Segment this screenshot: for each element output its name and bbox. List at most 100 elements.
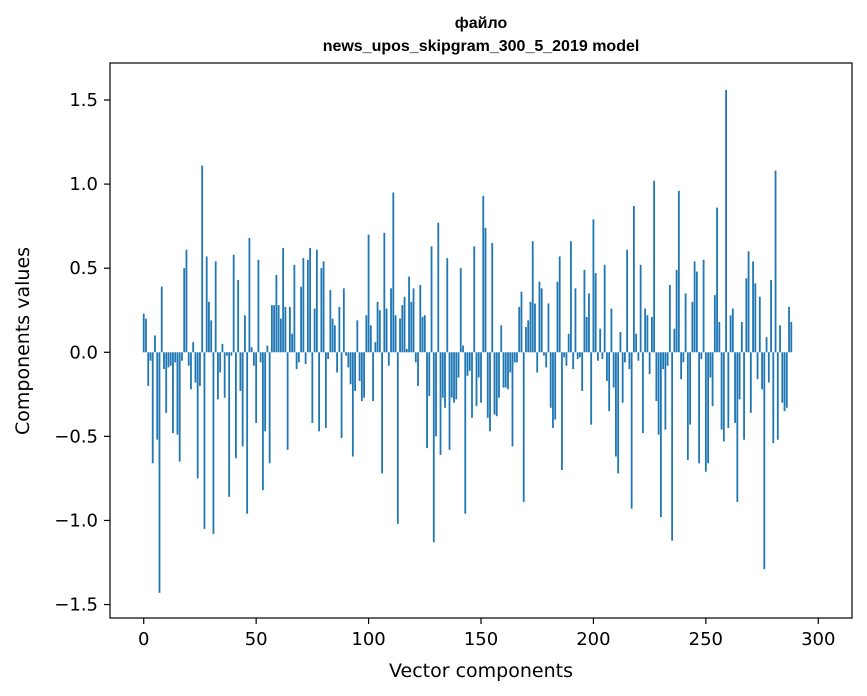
bar-22 bbox=[192, 342, 195, 353]
bar-227 bbox=[653, 180, 656, 353]
bar-77 bbox=[315, 249, 318, 353]
bar-85 bbox=[333, 325, 336, 353]
bar-70 bbox=[300, 286, 303, 353]
bar-188 bbox=[565, 352, 568, 366]
bar-104 bbox=[376, 301, 379, 353]
bar-158 bbox=[498, 352, 500, 398]
bar-119 bbox=[410, 301, 413, 353]
bar-220 bbox=[637, 352, 640, 361]
bar-159 bbox=[500, 325, 503, 353]
bar-216 bbox=[628, 352, 631, 370]
bar-169 bbox=[522, 352, 525, 502]
bar-202 bbox=[597, 352, 599, 361]
bar-206 bbox=[606, 352, 608, 381]
bar-27 bbox=[203, 352, 206, 529]
bar-26 bbox=[201, 165, 204, 353]
bar-130 bbox=[435, 352, 437, 437]
y-tick-label: 1.0 bbox=[69, 174, 98, 195]
bar-254 bbox=[713, 295, 716, 353]
bar-69 bbox=[297, 352, 300, 363]
bar-78 bbox=[318, 352, 321, 432]
bar-71 bbox=[302, 258, 305, 353]
bar-105 bbox=[378, 310, 381, 353]
bar-75 bbox=[311, 352, 314, 423]
bar-0 bbox=[142, 313, 145, 353]
bar-115 bbox=[401, 305, 404, 353]
bar-129 bbox=[432, 352, 435, 543]
bar-212 bbox=[619, 332, 622, 353]
x-axis-ticks: 0 50 100 150 200 250 300 bbox=[138, 618, 835, 650]
bar-135 bbox=[446, 258, 449, 353]
bar-213 bbox=[621, 352, 624, 403]
bar-54 bbox=[264, 352, 267, 432]
bar-263 bbox=[734, 352, 736, 423]
bar-176 bbox=[538, 281, 541, 353]
bar-140 bbox=[457, 352, 460, 378]
bar-133 bbox=[441, 352, 444, 398]
bar-248 bbox=[700, 352, 703, 359]
bar-198 bbox=[588, 293, 590, 353]
bar-39 bbox=[230, 352, 233, 356]
bar-5 bbox=[154, 335, 156, 353]
bar-34 bbox=[219, 352, 222, 373]
bar-205 bbox=[603, 264, 606, 353]
bar-18 bbox=[183, 268, 186, 353]
bar-147 bbox=[473, 246, 476, 353]
bar-199 bbox=[590, 352, 593, 425]
bar-37 bbox=[226, 352, 228, 356]
bar-247 bbox=[698, 352, 700, 464]
bar-157 bbox=[495, 352, 498, 417]
bar-15 bbox=[176, 352, 179, 435]
bar-65 bbox=[288, 306, 291, 353]
x-tick-label: 100 bbox=[351, 629, 385, 650]
bar-180 bbox=[547, 303, 550, 353]
bar-238 bbox=[677, 190, 680, 353]
y-tick-label: −0.5 bbox=[54, 426, 98, 447]
plot-frame bbox=[109, 62, 853, 619]
bar-20 bbox=[187, 352, 190, 366]
bar-24 bbox=[196, 352, 199, 479]
bar-19 bbox=[185, 249, 188, 353]
x-tick-label: 250 bbox=[689, 629, 723, 650]
bar-36 bbox=[223, 352, 226, 398]
bar-262 bbox=[731, 308, 734, 353]
bar-57 bbox=[270, 305, 273, 353]
bar-200 bbox=[592, 219, 595, 353]
bar-155 bbox=[491, 242, 494, 353]
bar-189 bbox=[567, 333, 570, 353]
bar-150 bbox=[480, 352, 482, 403]
bar-30 bbox=[210, 320, 213, 353]
bar-29 bbox=[208, 301, 210, 353]
bar-276 bbox=[763, 352, 766, 570]
bar-141 bbox=[459, 268, 462, 353]
bar-258 bbox=[722, 352, 725, 442]
bar-218 bbox=[633, 205, 635, 353]
bar-50 bbox=[255, 352, 258, 423]
bar-143 bbox=[464, 352, 467, 514]
bar-277 bbox=[765, 337, 768, 353]
bar-33 bbox=[217, 352, 219, 400]
bar-167 bbox=[518, 306, 521, 353]
bar-7 bbox=[158, 352, 161, 593]
bar-151 bbox=[482, 195, 485, 353]
bar-160 bbox=[502, 352, 505, 388]
bar-107 bbox=[383, 232, 386, 353]
bar-103 bbox=[374, 342, 377, 353]
bar-178 bbox=[543, 352, 545, 356]
bar-208 bbox=[610, 308, 613, 353]
bar-214 bbox=[624, 352, 626, 363]
bar-288 bbox=[790, 322, 793, 353]
bar-148 bbox=[475, 352, 478, 407]
bar-132 bbox=[439, 352, 442, 455]
bar-279 bbox=[770, 279, 772, 353]
bar-261 bbox=[729, 315, 732, 353]
bar-142 bbox=[462, 345, 464, 353]
bar-196 bbox=[583, 269, 586, 353]
bar-67 bbox=[293, 264, 296, 353]
bar-35 bbox=[221, 343, 224, 353]
bar-114 bbox=[399, 318, 401, 353]
y-axis-ticks: −1.5 −1.0 −0.5 0.0 0.5 1.0 1.5 bbox=[54, 90, 110, 616]
bar-117 bbox=[405, 348, 408, 353]
bar-66 bbox=[291, 333, 294, 353]
chart-title-line-2: news_upos_skipgram_300_5_2019 model bbox=[323, 38, 640, 55]
